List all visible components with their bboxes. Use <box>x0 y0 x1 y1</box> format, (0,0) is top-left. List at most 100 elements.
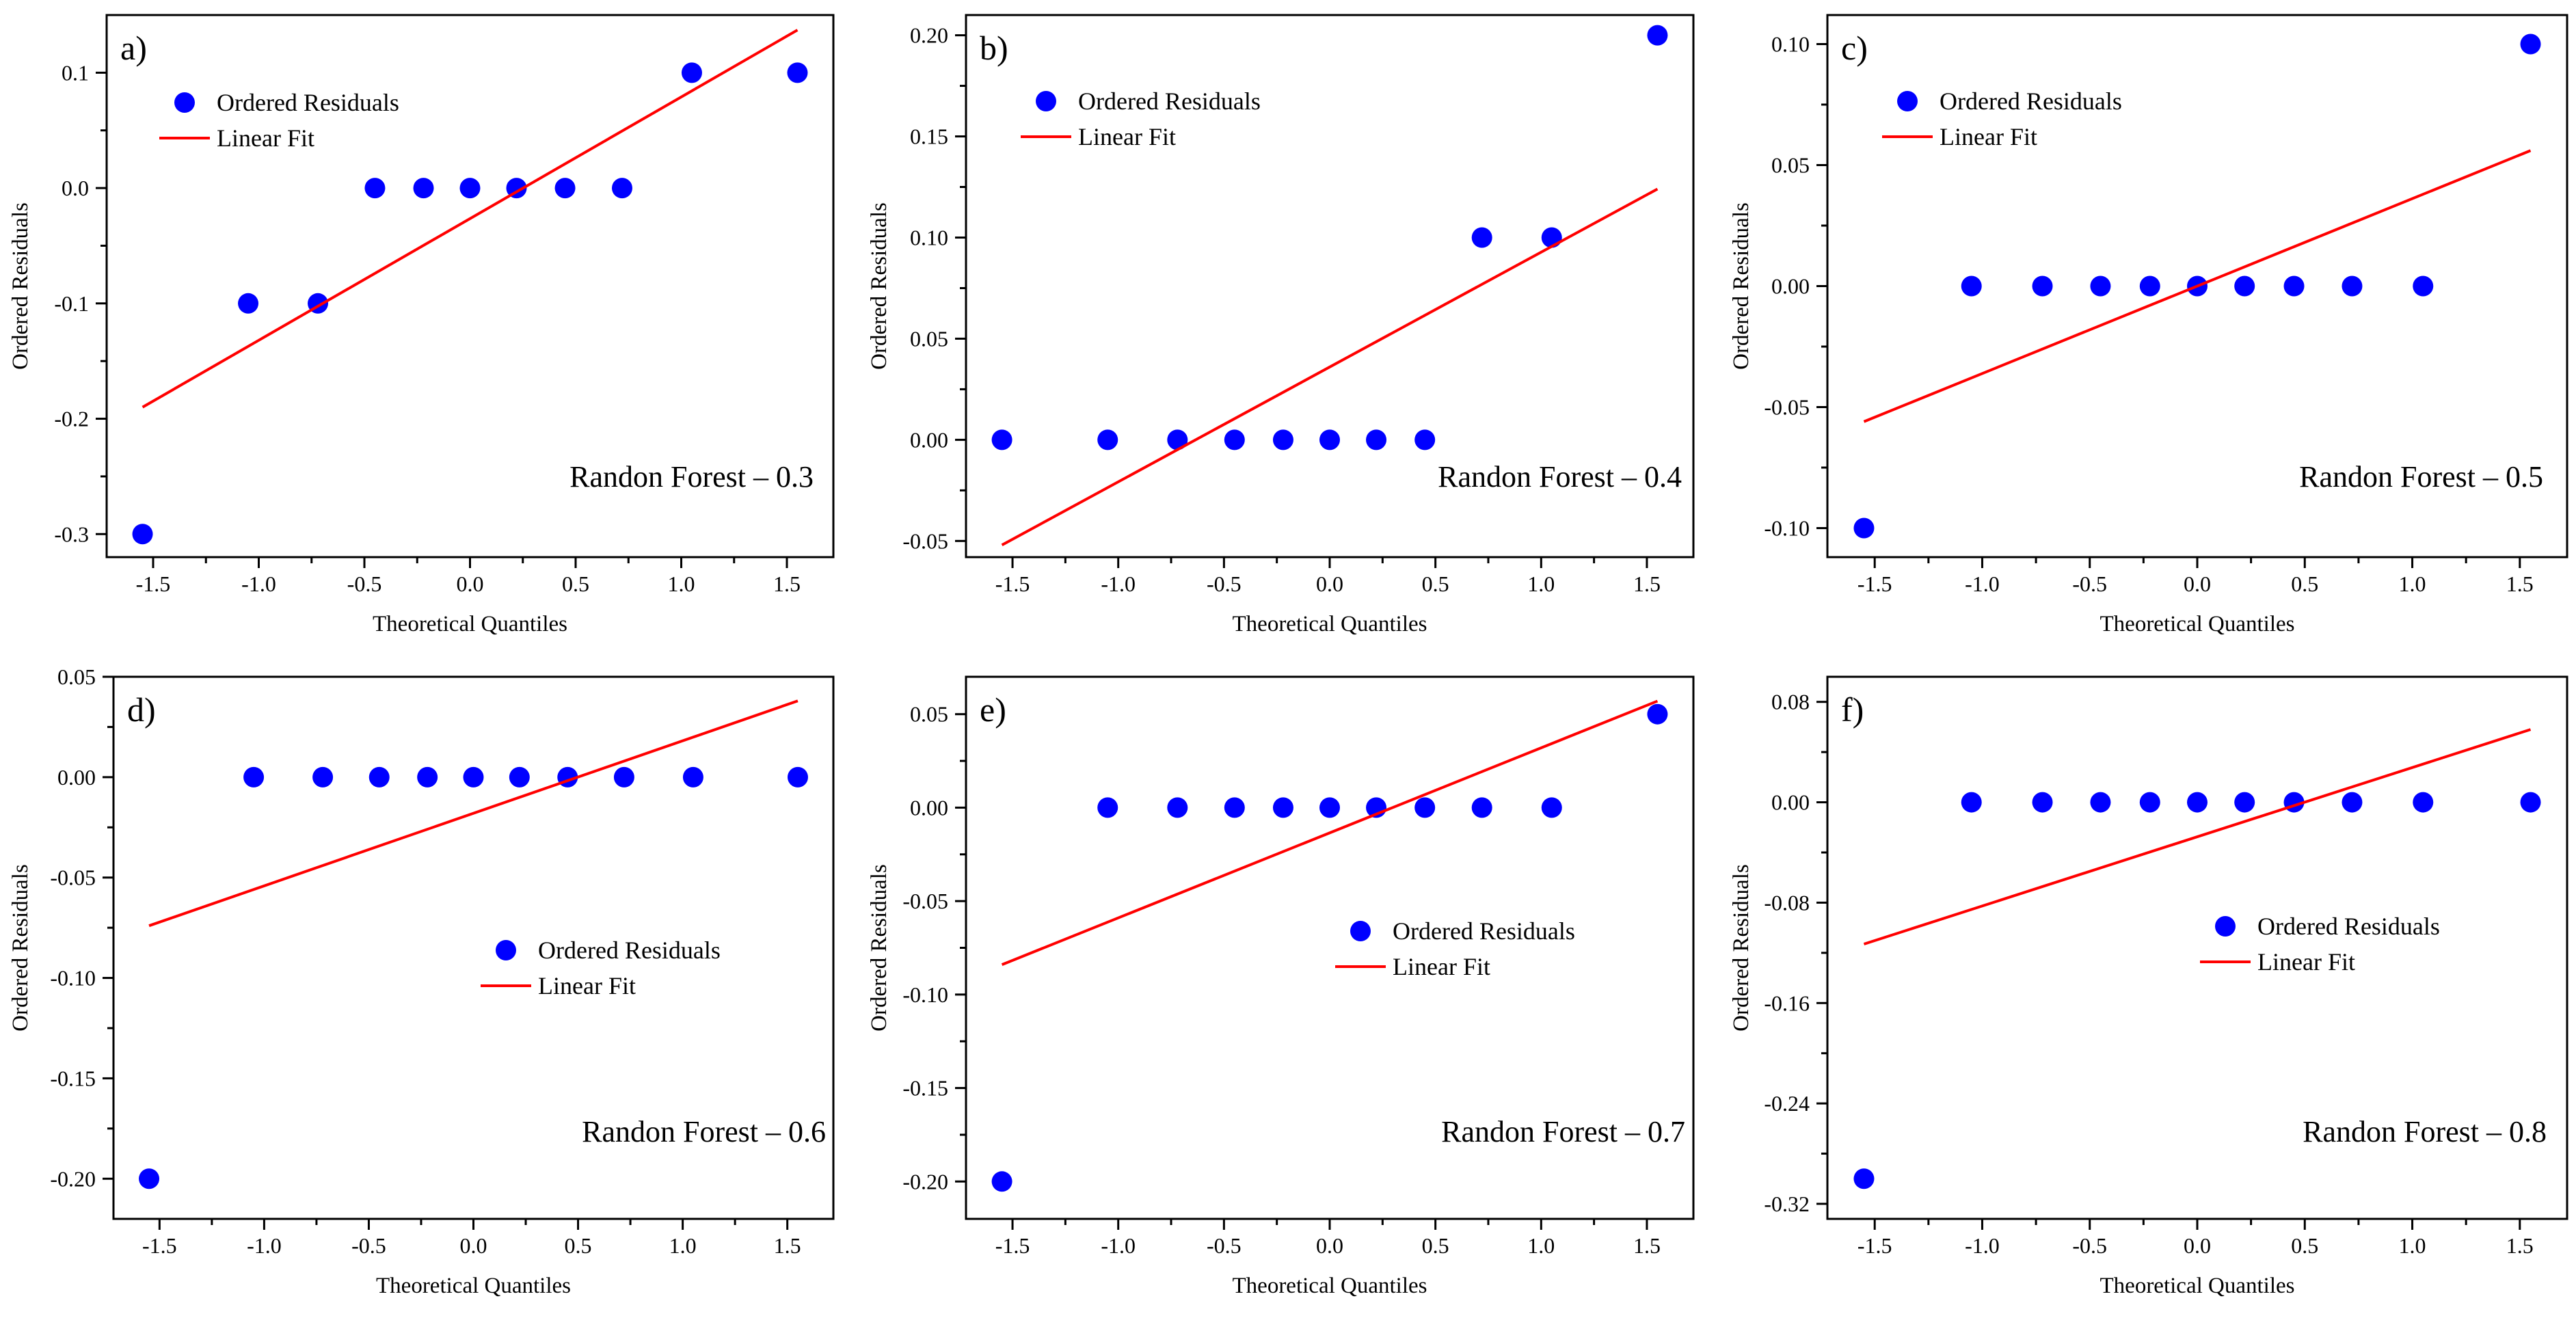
model-annotation: Randon Forest – 0.7 <box>1441 1115 1685 1148</box>
residual-point <box>2090 275 2111 297</box>
x-tick-label: -1.5 <box>995 571 1030 596</box>
residual-point <box>1647 25 1668 46</box>
residual-point <box>2139 275 2160 297</box>
chart-panel-c: -1.5 -1.0 -0.5 0.0 0.5 1.0 1.5 -0.10 -0.05 0.00 0.… <box>1729 14 2568 636</box>
residual-point <box>312 766 334 788</box>
legend: Ordered Residuals Linear Fit <box>2200 913 2440 976</box>
legend-point-marker <box>1350 921 1371 941</box>
residual-point <box>554 178 576 199</box>
y-tick-label: 0.0 <box>62 176 89 200</box>
y-tick-label: 0.08 <box>1771 690 1810 714</box>
linear-fit-line <box>148 699 799 928</box>
residual-point <box>2032 792 2053 813</box>
legend-label-linear-fit: Linear Fit <box>1393 953 1490 980</box>
x-tick-label: 1.5 <box>1633 571 1661 596</box>
x-tick-label: 0.0 <box>1316 1233 1343 1258</box>
residual-point <box>1541 797 1562 818</box>
x-tick-label: -1.0 <box>1965 1233 2000 1258</box>
x-tick-label: 1.5 <box>2506 571 2534 596</box>
residual-point <box>1471 797 1492 818</box>
residual-point <box>2413 792 2434 813</box>
x-tick-label: -0.5 <box>2072 571 2107 596</box>
legend-label-ordered-residuals: Ordered Residuals <box>217 89 399 116</box>
x-tick-label: 1.0 <box>2399 1233 2426 1258</box>
residual-point <box>2139 792 2160 813</box>
residual-point <box>1366 429 1387 450</box>
y-tick-label: -0.15 <box>902 1076 948 1101</box>
y-tick-label: -0.05 <box>1764 395 1810 420</box>
y-axis-title: Ordered Residuals <box>867 202 891 370</box>
residual-point <box>1224 429 1245 450</box>
residual-point <box>463 766 484 788</box>
y-tick-label: -0.16 <box>1764 991 1810 1015</box>
legend-label-ordered-residuals: Ordered Residuals <box>2257 913 2440 940</box>
residual-point <box>1319 429 1340 450</box>
residual-point <box>1414 429 1436 450</box>
legend-label-linear-fit: Linear Fit <box>538 972 636 999</box>
y-axis-title: Ordered Residuals <box>1729 202 1754 370</box>
y-tick-label: 0.10 <box>1771 31 1810 56</box>
residual-point <box>991 1171 1012 1192</box>
linear-fit-line <box>1863 728 2532 945</box>
y-tick-label: -0.10 <box>1764 516 1810 541</box>
y-tick-label: -0.24 <box>1764 1091 1810 1116</box>
x-tick-label: 0.5 <box>562 571 589 596</box>
x-tick-label: 1.0 <box>1527 571 1555 596</box>
residual-point <box>2283 275 2305 297</box>
x-tick-label: -1.0 <box>1101 1233 1136 1258</box>
residual-point <box>2234 792 2255 813</box>
x-tick-label: 1.5 <box>773 571 801 596</box>
y-axis-title: Ordered Residuals <box>8 202 33 370</box>
y-tick-label: -0.2 <box>54 407 89 431</box>
linear-fit-line <box>1001 187 1659 547</box>
legend-point-marker <box>1897 91 1918 111</box>
residual-point <box>1097 797 1118 818</box>
residual-point <box>2342 275 2363 297</box>
y-tick-label: 0.20 <box>910 23 948 48</box>
x-tick-label: 0.0 <box>2184 571 2211 596</box>
legend-label-ordered-residuals: Ordered Residuals <box>1940 88 2122 115</box>
panel-label: d) <box>127 690 156 729</box>
legend-point-marker <box>1036 91 1056 111</box>
x-axis-title: Theoretical Quantiles <box>2100 612 2295 636</box>
chart-panel-e: -1.5 -1.0 -0.5 0.0 0.5 1.0 1.5 -0.20 -0.15 -0.10 -… <box>867 675 1695 1298</box>
x-tick-label: 1.0 <box>668 571 695 596</box>
residual-point <box>1541 227 1562 248</box>
model-annotation: Randon Forest – 0.3 <box>569 460 814 494</box>
residual-point <box>2234 275 2255 297</box>
residual-point <box>238 293 259 314</box>
x-tick-label: -1.5 <box>136 571 171 596</box>
residual-point <box>506 178 527 199</box>
legend-label-linear-fit: Linear Fit <box>2257 948 2355 976</box>
y-tick-label: 0.05 <box>910 702 948 727</box>
x-tick-label: 1.5 <box>774 1233 801 1258</box>
legend-label-linear-fit: Linear Fit <box>217 124 314 152</box>
legend-label-ordered-residuals: Ordered Residuals <box>1078 88 1261 115</box>
residual-point <box>413 178 434 199</box>
model-annotation: Randon Forest – 0.4 <box>1438 460 1682 494</box>
chart-panel-d: -1.5 -1.0 -0.5 0.0 0.5 1.0 1.5 -0.20 -0.15 -0.10 -… <box>8 664 835 1298</box>
residual-point <box>2090 792 2111 813</box>
y-tick-label: 0.00 <box>57 765 96 790</box>
y-tick-label: -0.15 <box>50 1066 96 1090</box>
x-tick-label: 0.0 <box>457 571 484 596</box>
residual-point <box>1853 1168 1875 1189</box>
x-axis-title: Theoretical Quantiles <box>1233 612 1427 636</box>
legend-point-marker <box>496 940 516 960</box>
y-tick-label: -0.08 <box>1764 890 1810 915</box>
y-tick-label: -0.20 <box>50 1166 96 1191</box>
x-tick-label: 0.5 <box>2291 571 2318 596</box>
panel-label: f) <box>1841 690 1864 729</box>
chart-panel-b: -1.5 -1.0 -0.5 0.0 0.5 1.0 1.5 -0.05 0.00 0.05 0.1… <box>867 14 1695 636</box>
residual-point <box>681 62 702 83</box>
y-tick-label: -0.20 <box>902 1169 948 1194</box>
residual-point <box>243 766 265 788</box>
chart-panel-f: -1.5 -1.0 -0.5 0.0 0.5 1.0 1.5 -0.32 -0.24 -0.16 -… <box>1729 675 2568 1298</box>
panel-label: e) <box>980 690 1006 729</box>
x-tick-label: 0.5 <box>2291 1233 2318 1258</box>
residual-point <box>1224 797 1245 818</box>
model-annotation: Randon Forest – 0.6 <box>582 1115 826 1148</box>
y-axis-title: Ordered Residuals <box>8 864 33 1032</box>
legend: Ordered Residuals Linear Fit <box>1882 88 2122 150</box>
